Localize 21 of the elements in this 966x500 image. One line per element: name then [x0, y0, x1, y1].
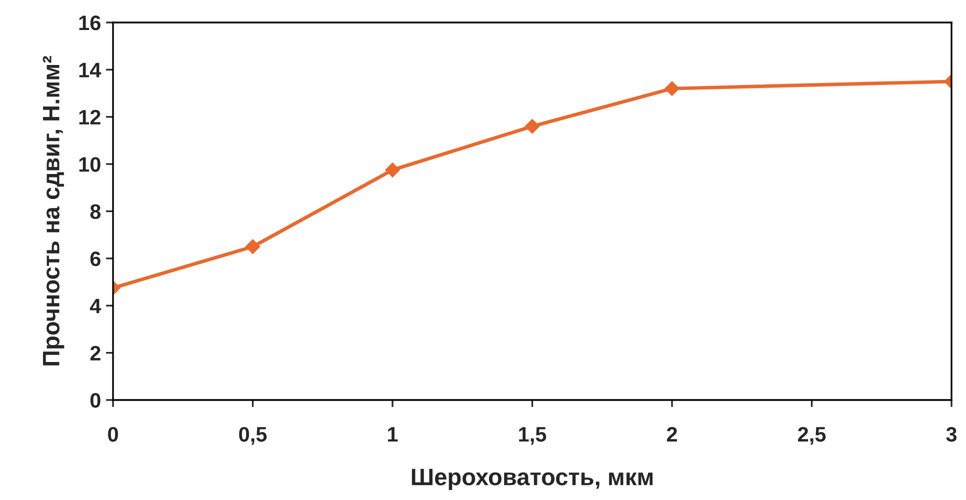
y-axis-title: Прочность на сдвиг, Н.мм² — [42, 56, 64, 366]
x-tick-label: 2,5 — [798, 426, 826, 445]
point — [385, 162, 400, 178]
point — [664, 81, 680, 96]
y-tick-label: 14 — [79, 62, 102, 78]
y-tick-label: 4 — [90, 298, 102, 314]
x-tick-label: 0,5 — [239, 426, 267, 445]
y-tick-label: 6 — [90, 251, 100, 266]
y-tick-label: 12 — [79, 110, 100, 124]
x-tick-label: 2 — [666, 426, 677, 442]
y-tick-label: 0 — [90, 393, 100, 408]
x-axis-title: Шероховатость, мкм — [412, 468, 653, 490]
x-tick-label: 3 — [946, 426, 957, 442]
y-tick-label: 8 — [90, 204, 101, 220]
y-tick-label: 10 — [79, 157, 100, 172]
y-tick-label: 2 — [90, 346, 100, 360]
x-tick-label: 1 — [388, 427, 398, 442]
point — [524, 118, 540, 134]
x-tick-label: 0 — [108, 426, 118, 442]
x-tick-label: 1,5 — [519, 427, 546, 445]
y-tick-label: 16 — [79, 16, 100, 30]
